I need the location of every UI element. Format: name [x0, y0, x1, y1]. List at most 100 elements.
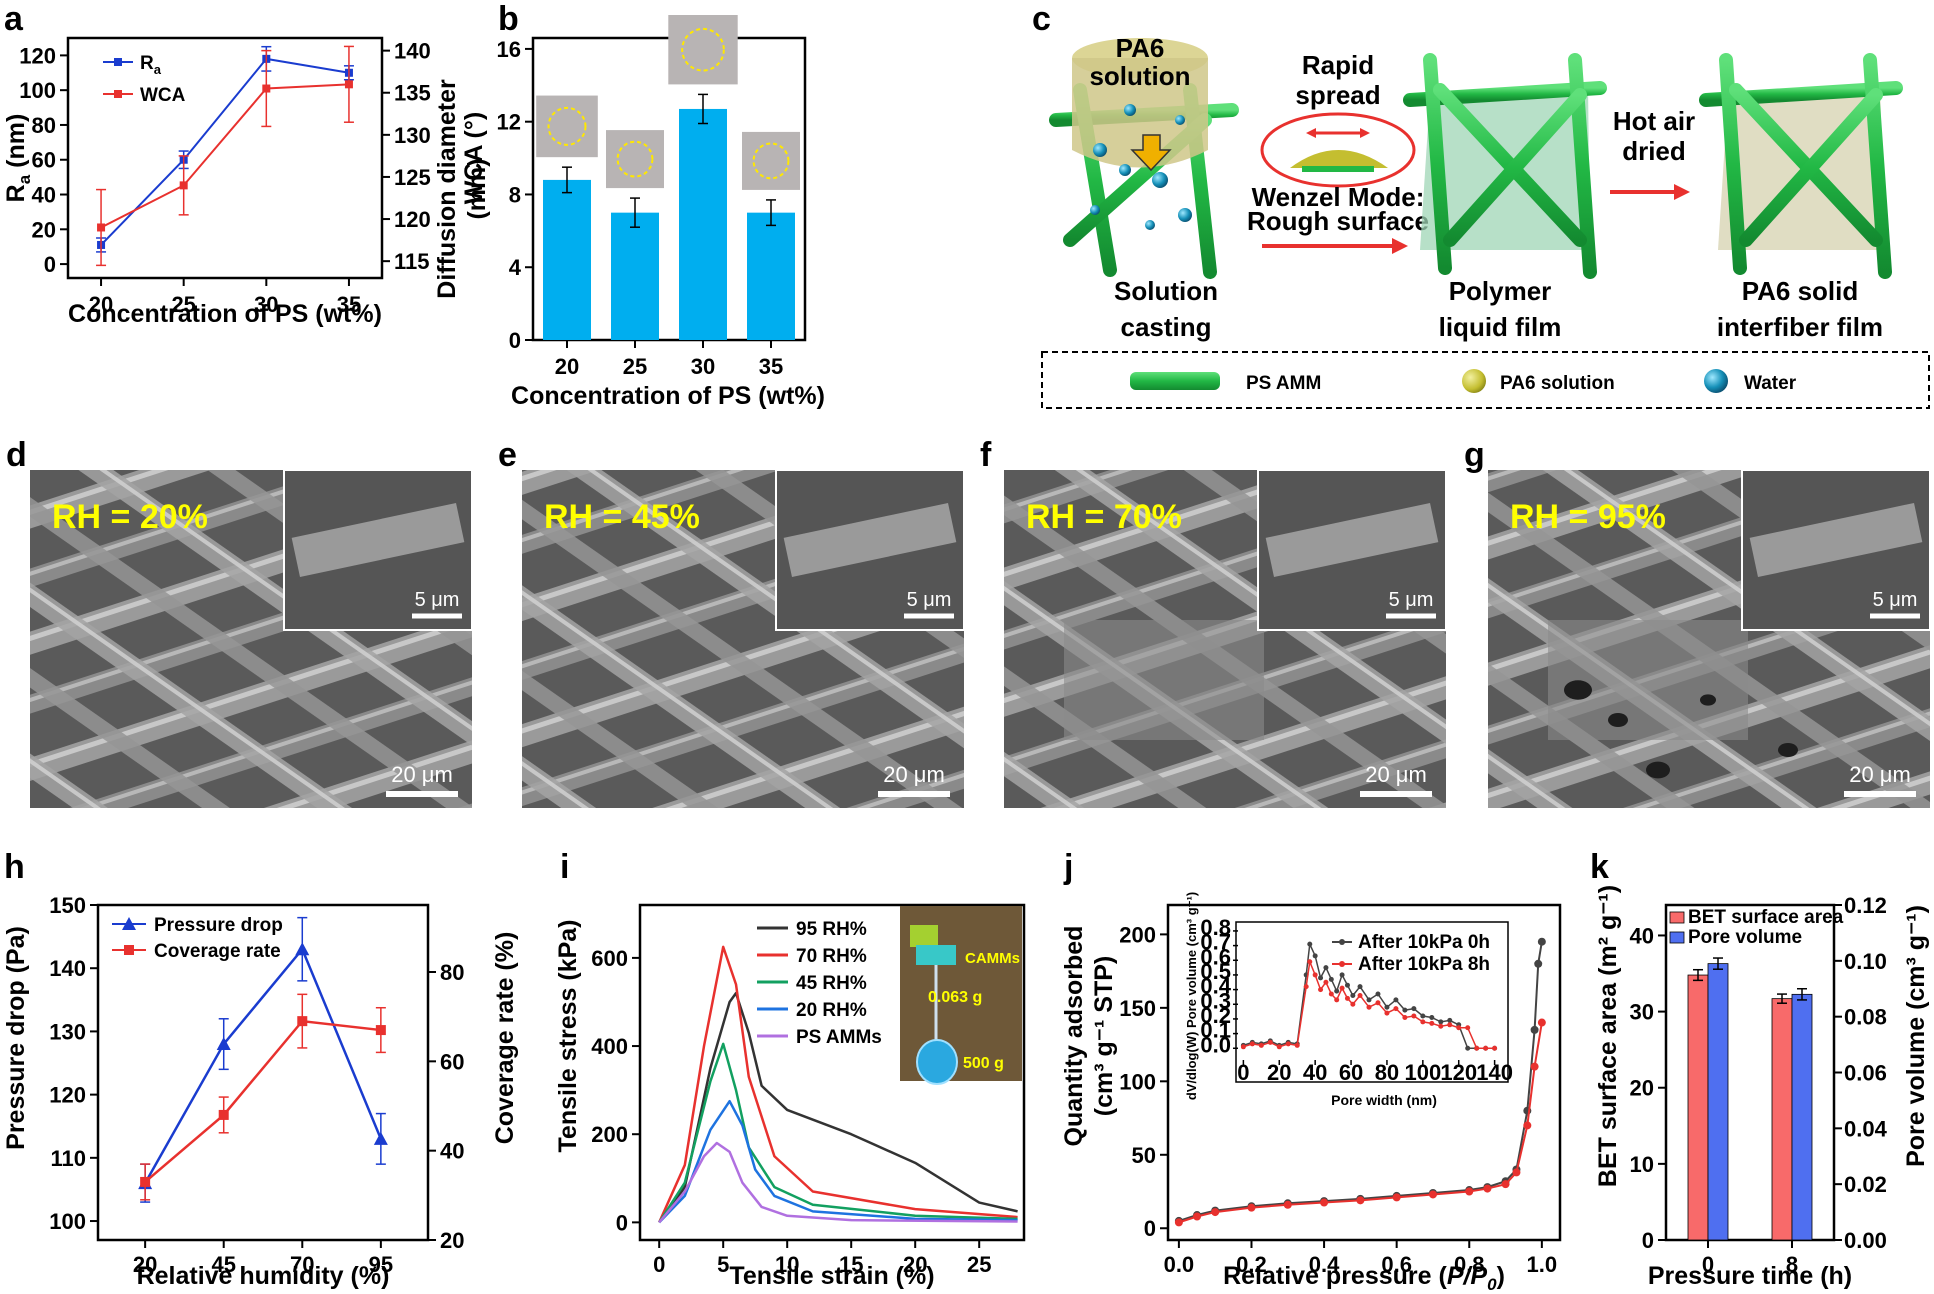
bar-BET surface area — [1687, 974, 1709, 1241]
x-tick-label-i: 10 — [775, 1252, 799, 1277]
data-point-WCA — [179, 181, 188, 190]
data-point — [1523, 1121, 1532, 1130]
inset-point — [1402, 1007, 1408, 1013]
step3-label-1: PA6 solid — [1742, 276, 1859, 306]
inset-point — [1411, 1013, 1417, 1019]
bar-30 — [679, 108, 727, 340]
legend-label-i: 20 RH% — [796, 1000, 867, 1021]
x-tick-label-j: 0.8 — [1454, 1252, 1485, 1277]
inset-point — [1357, 984, 1363, 990]
axes-i: 0 5 10 15 20 25 0 200 400 600 — [591, 946, 991, 1277]
bars-k — [1687, 957, 1813, 1241]
inset-point — [1318, 987, 1324, 993]
y-tick-label-k-right: 0.08 — [1844, 1005, 1887, 1030]
legend-label-pressure: Pressure drop — [154, 915, 283, 936]
y-tick-label-j: 100 — [1119, 1069, 1156, 1094]
data-point-Pressure drop — [216, 1037, 231, 1051]
y-tick-label-k-right: 0.00 — [1844, 1228, 1887, 1253]
y-tick-label-k-right: 0.12 — [1844, 893, 1887, 918]
y-tick-label-a-left: 20 — [32, 217, 56, 242]
y-tick-label-a-right: 120 — [394, 207, 431, 232]
inset-x-tick-label: 80 — [1375, 1060, 1399, 1085]
x-tick-label-k: 0 — [1702, 1252, 1714, 1277]
inset-fiber — [1749, 502, 1923, 578]
inset-point — [1318, 975, 1324, 981]
x-axis-label-i: Tensile strain (%) — [729, 1262, 934, 1290]
inset-fiber — [1265, 502, 1439, 578]
inset-scale-label: 5 μm — [907, 589, 952, 611]
inset-y-tick-label: 0.2 — [1200, 1003, 1231, 1028]
data-point — [1537, 1018, 1546, 1027]
x-tick-label-a: 35 — [337, 292, 361, 317]
series-line-WCA — [100, 83, 349, 229]
data-point — [1534, 959, 1543, 968]
inset-point — [1357, 992, 1363, 998]
series-line-Ra — [100, 57, 350, 246]
data-point — [1512, 1168, 1521, 1177]
panel-i: i 0 5 10 15 20 25 0 200 400 600 95 RH% 70 RH% 45 RH… — [554, 848, 1026, 1290]
y-tick-label-h-right: 40 — [440, 1139, 464, 1164]
droplet-photo — [536, 95, 598, 158]
x-tick-label-j: 0.6 — [1381, 1252, 1412, 1277]
data-point — [1320, 1198, 1329, 1207]
y-tick-label-i: 600 — [591, 946, 628, 971]
x-tick-label-a: 20 — [89, 292, 113, 317]
droplet-photo — [606, 130, 664, 189]
inset-point — [1328, 991, 1334, 997]
inset-point — [1350, 992, 1356, 998]
y-tick-label-b: 4 — [509, 255, 522, 280]
y-tick-label-a-left: 0 — [44, 252, 56, 277]
inset-point — [1344, 995, 1350, 1001]
inset-point — [1294, 1042, 1300, 1048]
inset-x-tick-label: 0 — [1237, 1060, 1249, 1085]
data-point — [1211, 1208, 1220, 1217]
y-tick-label-h-right: 20 — [440, 1228, 464, 1253]
droplet-outline-icon — [752, 142, 790, 180]
inset-x-tick-label: 40 — [1303, 1060, 1327, 1085]
x-tick-label-h: 20 — [133, 1252, 157, 1277]
data-point-Pressure drop — [373, 1131, 388, 1145]
weight-icon — [916, 1039, 958, 1085]
inset-point — [1447, 1017, 1453, 1023]
scale-label: 20 μm — [1365, 762, 1427, 787]
inset-point — [1384, 1004, 1390, 1010]
inset-y-tick-label: 0.3 — [1200, 988, 1231, 1013]
inset-point — [1393, 997, 1399, 1003]
inset-point — [1375, 1000, 1381, 1006]
droplet-photo — [742, 131, 800, 190]
down-arrow-icon — [1130, 134, 1172, 172]
legend-label-wca: WCA — [140, 85, 186, 106]
y-tick-label-a-left: 40 — [32, 183, 56, 208]
inset-point — [1420, 1019, 1426, 1025]
data-point — [1483, 1184, 1492, 1193]
legend-a: Ra WCA — [103, 53, 186, 106]
series-h — [138, 916, 388, 1203]
series-line-70 RH% — [658, 945, 1018, 1223]
weight-photo: CAMMs 0.063 g 500 g — [900, 906, 1022, 1085]
x-tick-label-h: 95 — [369, 1252, 393, 1277]
inset-point — [1285, 1041, 1291, 1047]
y-axis-label-j-2: (cm³ g⁻¹ STP) — [1090, 956, 1118, 1116]
data-point-Coverage rate — [297, 1016, 308, 1027]
y-axis-label-a-right: WCA (°) — [460, 112, 488, 204]
data-point — [1392, 1193, 1401, 1202]
droplet-icon — [1462, 369, 1486, 393]
panel-label-k: k — [1590, 848, 1609, 886]
y-tick-label-b: 8 — [509, 182, 521, 207]
y-tick-label-i: 400 — [591, 1034, 628, 1059]
x-tick-label-i: 25 — [967, 1252, 991, 1277]
schematic-step2 — [1393, 53, 1607, 279]
interfiber-film — [1548, 620, 1748, 740]
y-tick-label-h-left: 130 — [49, 1019, 86, 1044]
data-point-Pressure drop — [295, 942, 310, 956]
x-axis-label-h: Relative humidity (%) — [137, 1262, 390, 1290]
y-tick-label-a-left: 80 — [32, 113, 56, 138]
legend-k: BET surface area Pore volume — [1669, 907, 1844, 948]
inset-y-tick-label: 0.6 — [1200, 944, 1231, 969]
inset-point — [1339, 985, 1345, 991]
inset-x-tick-label: 100 — [1404, 1060, 1441, 1085]
legend-label-ra: Ra — [140, 53, 162, 77]
y-axis-label-k-left: BET surface area (m² g⁻¹) — [1594, 885, 1622, 1187]
x-tick-label-i: 15 — [839, 1252, 863, 1277]
